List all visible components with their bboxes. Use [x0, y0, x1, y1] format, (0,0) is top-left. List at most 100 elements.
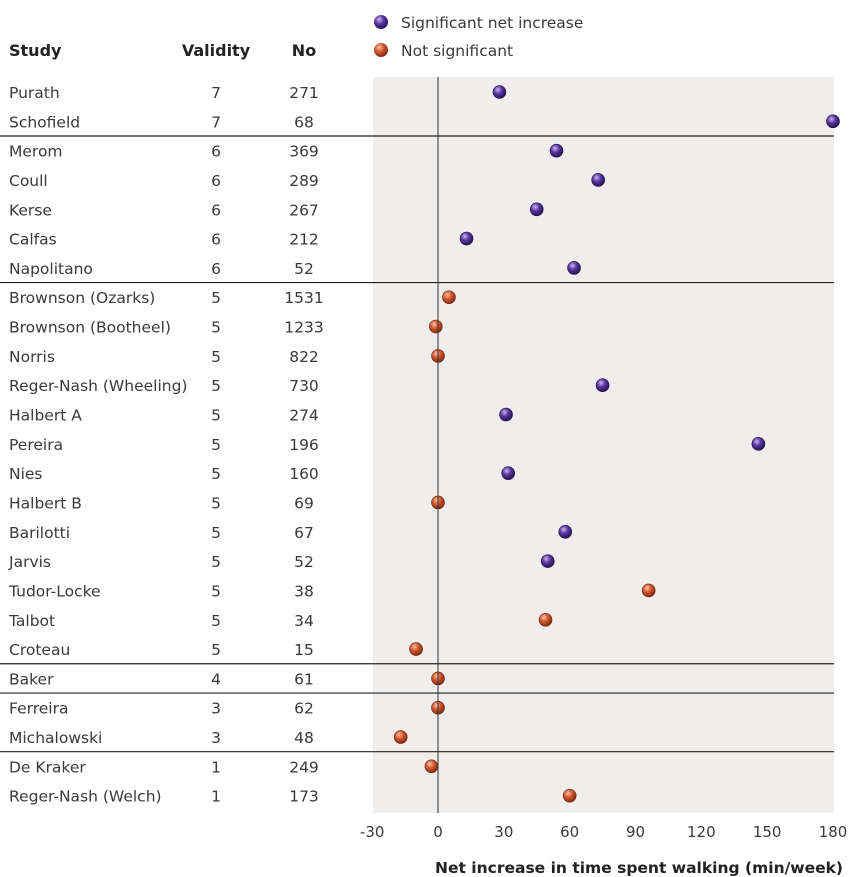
validity-value: 7	[211, 113, 221, 131]
study-name: Merom	[9, 143, 63, 161]
sample-size-value: 196	[289, 436, 319, 454]
significant-point	[751, 437, 766, 451]
sample-size-value: 34	[294, 612, 314, 630]
x-tick-label: 150	[753, 823, 782, 841]
x-tick-label: 180	[819, 823, 848, 841]
sample-size-value: 173	[289, 788, 319, 806]
validity-value: 5	[211, 407, 221, 425]
validity-value: 5	[211, 377, 221, 395]
study-name: Halbert A	[9, 407, 82, 425]
study-name: Reger-Nash (Welch)	[9, 788, 162, 806]
study-name: Ferreira	[9, 700, 68, 718]
study-name: Reger-Nash (Wheeling)	[9, 377, 187, 395]
sample-size-value: 67	[294, 524, 314, 542]
not-significant-point	[393, 730, 408, 744]
validity-value: 4	[211, 670, 221, 688]
sample-size-value: 48	[294, 729, 314, 747]
not-significant-point	[442, 290, 456, 305]
sample-size-value: 15	[294, 641, 314, 659]
study-row: Brownson (Bootheel) 5 1233	[9, 319, 443, 337]
validity-value: 5	[211, 436, 221, 454]
significant-point	[540, 554, 555, 568]
legend-sig-label: Significant net increase	[401, 14, 583, 32]
validity-value: 3	[211, 729, 221, 747]
sample-size-value: 271	[289, 84, 319, 102]
study-row: Halbert B 5 69	[9, 494, 445, 512]
legend-ns-marker	[374, 43, 388, 57]
validity-value: 3	[211, 700, 221, 718]
significant-point	[459, 231, 474, 246]
x-axis: -30 0 30 60 90 120 150 180	[360, 77, 847, 841]
significant-point	[499, 407, 513, 422]
study-row: Purath 7 271	[9, 84, 507, 102]
study-row: Barilotti 5 67	[9, 524, 573, 542]
sample-size-value: 822	[289, 348, 319, 366]
validity-value: 7	[211, 84, 221, 102]
study-name: Barilotti	[9, 524, 70, 542]
study-row: Nies 5 160	[9, 465, 516, 483]
significant-point	[492, 85, 507, 99]
validity-value: 5	[211, 641, 221, 659]
not-significant-point	[429, 319, 443, 334]
study-row: Halbert A 5 274	[9, 407, 513, 425]
sample-size-value: 38	[294, 582, 314, 600]
sample-size-value: 52	[294, 260, 314, 278]
validity-value: 5	[211, 582, 221, 600]
sample-size-value: 369	[289, 143, 319, 161]
study-name: Brownson (Ozarks)	[9, 289, 155, 307]
study-row: Merom 6 369	[9, 143, 564, 161]
validity-value: 5	[211, 319, 221, 337]
significant-point	[595, 378, 610, 393]
study-row: Reger-Nash (Welch) 1 173	[9, 788, 577, 806]
validity-value: 5	[211, 348, 221, 366]
study-row: Calfas 6 212	[9, 231, 474, 249]
sample-size-value: 289	[289, 172, 319, 190]
not-significant-point	[641, 583, 656, 598]
legend: Significant net increase Not significant	[374, 14, 583, 60]
validity-value: 6	[211, 201, 221, 219]
study-row: Michalowski 3 48	[9, 729, 408, 747]
table-header: Study Validity No	[9, 41, 316, 60]
study-row: Tudor-Locke 5 38	[8, 582, 656, 600]
study-row: Reger-Nash (Wheeling) 5 730	[9, 377, 610, 395]
study-row: Jarvis 5 52	[8, 553, 555, 571]
legend-sig-marker	[374, 15, 388, 29]
significant-point	[558, 524, 573, 539]
x-tick-label: -30	[360, 823, 385, 841]
study-name: Coull	[9, 172, 48, 190]
validity-value: 5	[211, 553, 221, 571]
study-row: De Kraker 1 249	[9, 758, 439, 776]
study-name: Calfas	[9, 231, 57, 249]
sample-size-value: 62	[294, 700, 314, 718]
sample-size-value: 249	[289, 758, 319, 776]
validity-value: 5	[211, 524, 221, 542]
not-significant-point	[562, 788, 577, 803]
x-tick-label: 30	[494, 823, 513, 841]
validity-value: 1	[211, 758, 221, 776]
sample-size-value: 68	[294, 113, 314, 131]
study-name: Talbot	[8, 612, 55, 630]
study-name: Croteau	[9, 641, 70, 659]
header-study: Study	[9, 41, 62, 60]
x-axis-label: Net increase in time spent walking (min/…	[435, 859, 843, 877]
validity-value: 5	[211, 612, 221, 630]
significant-point	[826, 114, 840, 129]
sample-size-value: 69	[294, 494, 314, 512]
validity-value: 6	[211, 172, 221, 190]
x-tick-label: 90	[626, 823, 645, 841]
study-name: Pereira	[9, 436, 63, 454]
x-tick-label: 0	[433, 823, 443, 841]
validity-value: 5	[211, 465, 221, 483]
study-name: De Kraker	[9, 758, 86, 776]
study-name: Halbert B	[9, 494, 82, 512]
validity-value: 1	[211, 788, 221, 806]
x-tick-label: 120	[687, 823, 716, 841]
study-row: Napolitano 6 52	[9, 260, 581, 278]
study-name: Purath	[9, 84, 60, 102]
study-name: Baker	[9, 670, 54, 688]
sample-size-value: 212	[289, 231, 319, 249]
legend-ns-label: Not significant	[401, 42, 513, 60]
sample-size-value: 61	[294, 670, 314, 688]
